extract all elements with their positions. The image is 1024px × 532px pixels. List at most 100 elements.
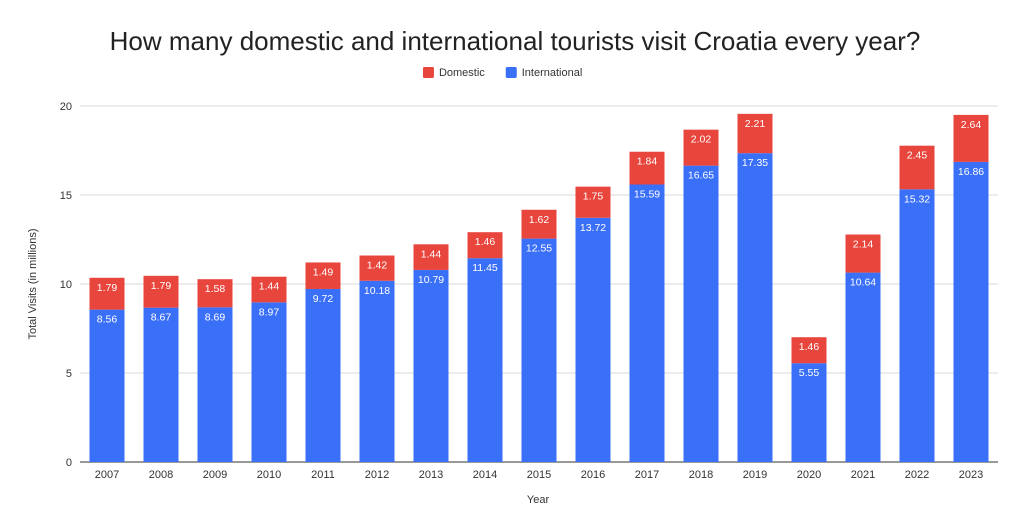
x-tick-label: 2007 (95, 469, 119, 481)
data-label-international-2013: 10.79 (418, 274, 444, 286)
bar-international-2008 (143, 307, 179, 462)
bar-domestic-2018 (683, 129, 719, 166)
bar-international-2017 (629, 184, 665, 463)
y-tick-label: 20 (60, 101, 72, 113)
bar-international-2022 (899, 189, 935, 462)
x-tick-label: 2013 (419, 469, 443, 481)
y-axis-label: Total Visits (in millions) (27, 228, 39, 339)
data-label-domestic-2019: 2.21 (745, 118, 766, 130)
data-label-international-2018: 16.65 (688, 170, 714, 182)
bar-domestic-2019 (737, 113, 773, 154)
data-label-domestic-2023: 2.64 (961, 119, 982, 131)
bar-domestic-2013 (413, 244, 449, 270)
data-label-domestic-2008: 1.79 (151, 280, 172, 292)
data-label-domestic-2009: 1.58 (205, 283, 226, 295)
y-tick-label: 5 (66, 368, 72, 380)
bar-international-2010 (251, 302, 287, 462)
x-tick-label: 2010 (257, 469, 281, 481)
bar-domestic-2023 (953, 114, 989, 162)
data-label-international-2021: 10.64 (850, 277, 876, 289)
bar-international-2015 (521, 238, 557, 462)
legend-label-international: International (522, 67, 583, 79)
data-label-domestic-2014: 1.46 (475, 236, 496, 248)
x-tick-label: 2016 (581, 469, 605, 481)
y-tick-label: 15 (60, 190, 72, 202)
y-axis-ticks: 0 5 10 15 20 (60, 101, 72, 469)
bar-international-2009 (197, 307, 233, 462)
x-tick-label: 2009 (203, 469, 227, 481)
data-label-international-2017: 15.59 (634, 188, 660, 200)
bar-international-2016 (575, 217, 611, 462)
bar-domestic-2021 (845, 234, 881, 273)
data-label-international-2015: 12.55 (526, 243, 552, 255)
data-label-domestic-2007: 1.79 (97, 282, 118, 294)
bars: 8.56 1.79 8.67 1.79 8.69 1.58 8.97 1.44 9.72 1.49… (89, 113, 989, 463)
data-label-international-2007: 8.56 (97, 314, 118, 326)
y-tick-label: 0 (66, 457, 72, 469)
x-tick-label: 2020 (797, 469, 821, 481)
bar-international-2023 (953, 161, 989, 462)
legend-label-domestic: Domestic (439, 67, 485, 79)
bar-domestic-2014 (467, 232, 503, 259)
data-label-domestic-2012: 1.42 (367, 260, 388, 272)
bar-domestic-2022 (899, 145, 935, 190)
x-tick-label: 2008 (149, 469, 173, 481)
bar-international-2019 (737, 153, 773, 463)
x-tick-label: 2023 (959, 469, 983, 481)
data-label-international-2016: 13.72 (580, 222, 606, 234)
data-label-domestic-2016: 1.75 (583, 191, 604, 203)
data-label-international-2009: 8.69 (205, 311, 226, 323)
x-tick-label: 2015 (527, 469, 551, 481)
data-label-domestic-2021: 2.14 (853, 239, 874, 251)
data-label-international-2012: 10.18 (364, 285, 390, 297)
data-label-domestic-2017: 1.84 (637, 156, 658, 168)
bar-domestic-2007 (89, 277, 125, 310)
x-tick-label: 2018 (689, 469, 713, 481)
x-tick-label: 2022 (905, 469, 929, 481)
legend-swatch-international (505, 67, 517, 78)
bar-domestic-2011 (305, 262, 341, 289)
x-tick-label: 2012 (365, 469, 389, 481)
data-label-international-2008: 8.67 (151, 312, 172, 324)
data-label-international-2022: 15.32 (904, 193, 930, 205)
data-label-international-2010: 8.97 (259, 306, 280, 318)
y-tick-label: 10 (60, 279, 72, 291)
bar-domestic-2009 (197, 279, 233, 308)
bar-international-2012 (359, 280, 395, 462)
bar-domestic-2016 (575, 186, 611, 218)
data-label-domestic-2010: 1.44 (259, 281, 280, 293)
data-label-international-2011: 9.72 (313, 293, 334, 305)
data-label-domestic-2011: 1.49 (313, 266, 334, 278)
data-label-domestic-2013: 1.44 (421, 248, 442, 260)
bar-domestic-2020 (791, 337, 827, 364)
data-label-domestic-2020: 1.46 (799, 341, 820, 353)
bar-domestic-2008 (143, 275, 179, 308)
bar-international-2014 (467, 258, 503, 462)
chart-title: How many domestic and international tour… (110, 26, 921, 56)
x-tick-label: 2019 (743, 469, 767, 481)
bar-domestic-2015 (521, 209, 557, 239)
bar-international-2013 (413, 269, 449, 462)
legend: Domestic International (422, 67, 583, 79)
bar-domestic-2017 (629, 151, 665, 185)
x-tick-label: 2017 (635, 469, 659, 481)
x-tick-label: 2014 (473, 469, 497, 481)
x-axis-ticks: 2007 2008 2009 2010 2011 2012 2013 2014 2015 2016… (95, 469, 983, 481)
x-axis-label: Year (527, 494, 550, 506)
data-label-domestic-2018: 2.02 (691, 134, 712, 146)
data-label-international-2014: 11.45 (472, 262, 498, 274)
data-label-domestic-2015: 1.62 (529, 214, 550, 226)
bar-international-2020 (791, 363, 827, 462)
data-label-international-2023: 16.86 (958, 166, 984, 178)
legend-swatch-domestic (422, 67, 434, 78)
x-tick-label: 2011 (311, 469, 335, 481)
bar-international-2021 (845, 272, 881, 462)
x-tick-label: 2021 (851, 469, 875, 481)
data-label-international-2019: 17.35 (742, 157, 768, 169)
bar-international-2007 (89, 309, 125, 462)
data-label-international-2020: 5.55 (799, 367, 820, 379)
data-label-domestic-2022: 2.45 (907, 150, 928, 162)
bar-international-2018 (683, 165, 719, 462)
bar-international-2011 (305, 288, 341, 462)
